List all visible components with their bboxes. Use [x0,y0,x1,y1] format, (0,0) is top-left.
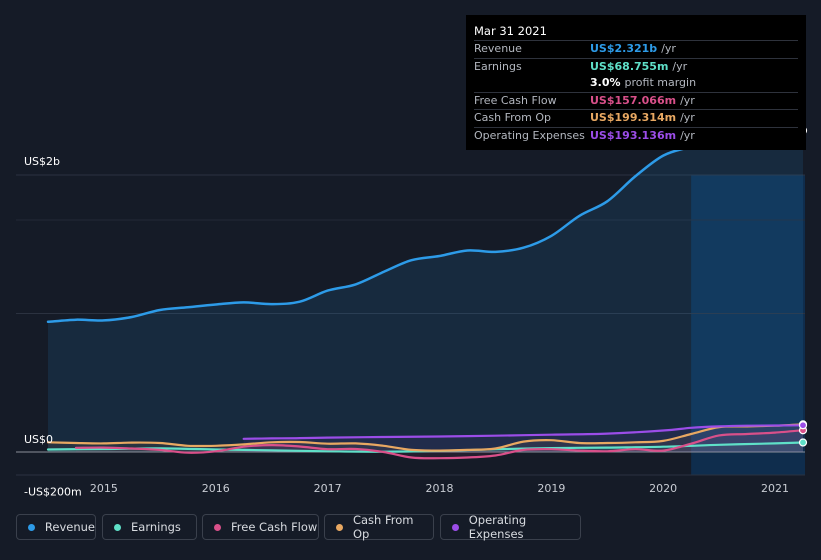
tooltip-row-profit-margin: 3.0% profit margin [474,75,798,92]
cash-from-op-line [46,423,805,452]
revenue-area [48,130,803,453]
tooltip-value: US$157.066m [590,93,677,107]
tooltip-row-revenue: Revenue US$2.321b /yr [474,40,798,58]
legend-item-revenue[interactable]: Revenue [16,514,96,540]
operating-expenses-line [242,424,805,440]
tooltip-value: US$199.314m [590,111,677,124]
free-cash-flow-line [74,429,805,460]
x-tick-label: 2015 [90,482,118,495]
operating-expenses-end-marker [798,421,808,430]
tooltip-row-operating-expenses: Operating Expenses US$193.136m /yr [474,126,798,145]
legend-label: Revenue [44,520,95,534]
tooltip-label: Cash From Op [474,111,552,124]
tooltip-value: US$2.321b [590,42,658,55]
tooltip-label: Earnings [474,59,522,73]
tooltip-unit: /yr [661,42,676,55]
x-tick-label: 2017 [314,482,342,495]
earnings-dot-icon [114,523,121,531]
legend-label: Operating Expenses [468,513,527,541]
revenue-dot-icon [28,523,35,531]
x-tick-label: 2021 [761,482,789,495]
tooltip-row-cash-from-op: Cash From Op US$199.314m /yr [474,109,798,127]
tooltip-unit: profit margin [624,76,697,89]
tooltip-panel: Mar 31 2021 Revenue US$2.321b /yr Earnin… [466,15,806,150]
operating-expenses-dot-icon [452,523,459,531]
tooltip-value: 3.0% [590,76,621,89]
tooltip-value: US$193.136m [590,128,677,142]
tooltip-unit: /yr [672,59,688,73]
y-tick-label: -US$200m [24,486,82,499]
legend-item-operating-expenses[interactable]: Operating Expenses [440,513,581,541]
cash-from-op-dot-icon [336,523,343,531]
x-tick-label: 2016 [202,482,230,495]
legend-item-earnings[interactable]: Earnings [102,514,197,540]
chart: US$2b US$0 -US$200m 2015 2016 2017 2018 2019 202… [16,126,808,499]
legend-label: Free Cash Flow [231,520,318,534]
legend-item-cash-from-op[interactable]: Cash From Op [324,513,434,541]
tooltip-label: Free Cash Flow [474,93,557,107]
tooltip-unit: /yr [680,111,695,124]
legend-label: Earnings [131,520,181,534]
y-tick-label: US$2b [24,155,60,168]
tooltip-label [474,75,590,92]
tooltip-label: Operating Expenses [474,128,585,142]
tooltip-date: Mar 31 2021 [474,24,547,38]
revenue-line [46,129,805,324]
y-tick-label: US$0 [24,433,53,446]
free-cash-flow-dot-icon [214,523,221,531]
tooltip-row-earnings: Earnings US$68.755m /yr [474,57,798,76]
tooltip-label: Revenue [474,42,522,55]
earnings-end-marker [798,438,808,447]
legend-label: Cash From Op [352,513,414,541]
tooltip-row-free-cash-flow: Free Cash Flow US$157.066m /yr [474,91,798,110]
x-tick-label: 2018 [425,482,453,495]
tooltip-unit: /yr [680,128,695,142]
legend-item-free-cash-flow[interactable]: Free Cash Flow [202,514,319,540]
x-tick-label: 2019 [537,482,565,495]
tooltip-unit: /yr [680,93,695,107]
earnings-area [48,442,803,452]
tooltip-value: US$68.755m [590,59,669,73]
x-tick-label: 2020 [649,482,677,495]
